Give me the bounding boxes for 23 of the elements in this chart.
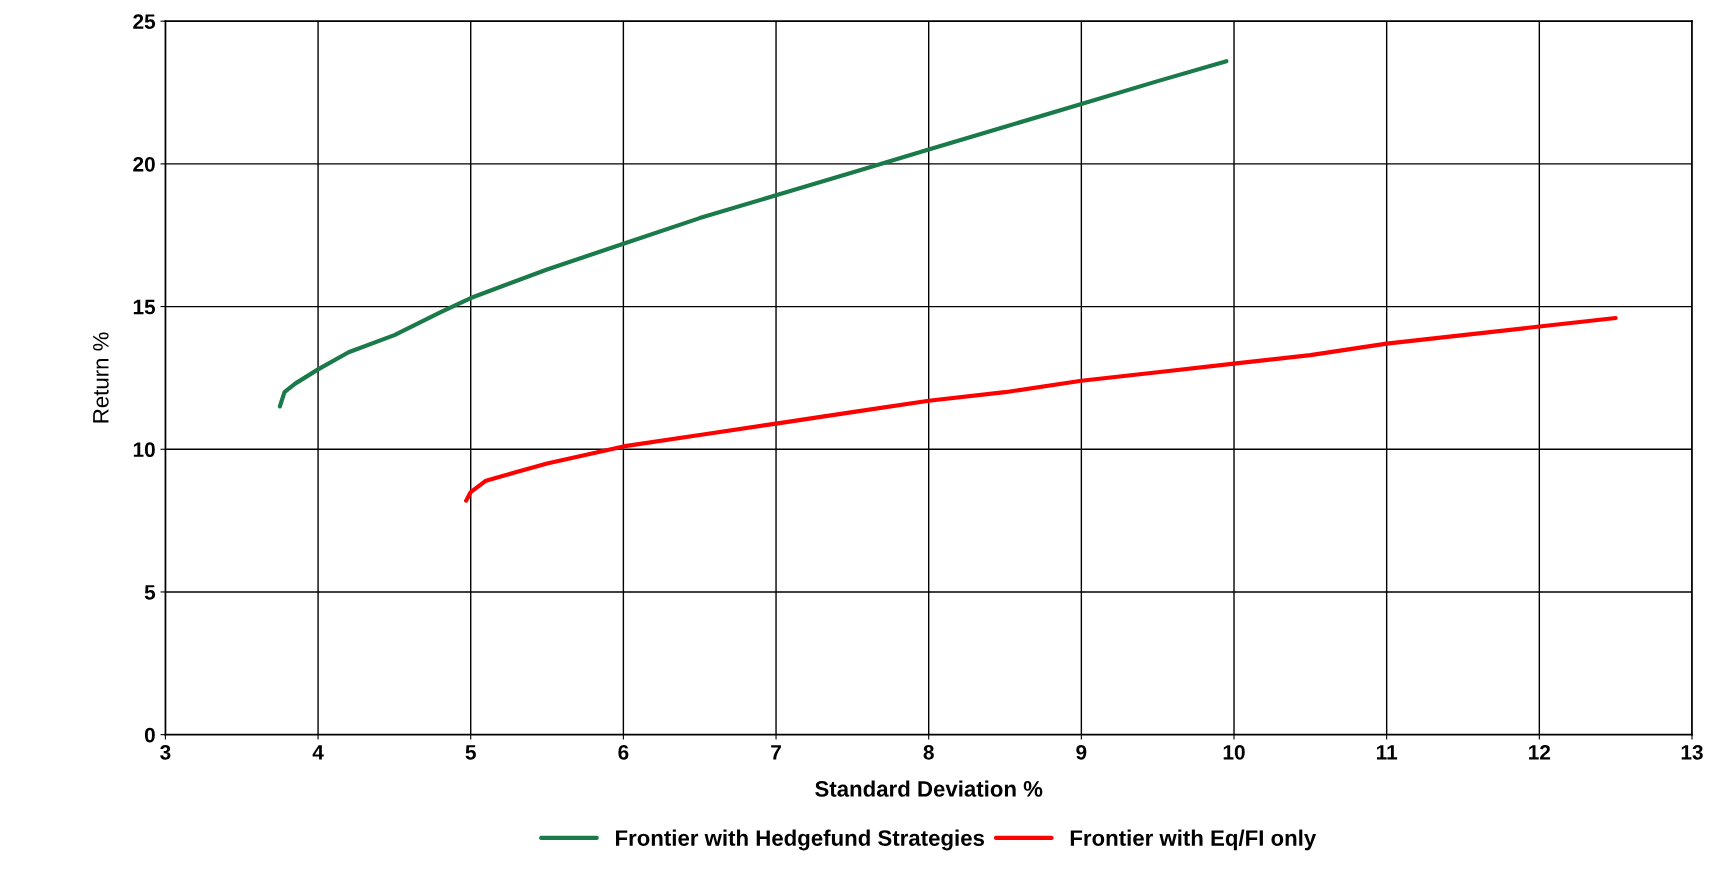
y-tick-label: 20 <box>133 156 155 172</box>
x-tick-label: 9 <box>1076 744 1087 760</box>
legend-label: Frontier with Hedgefund Strategies <box>615 829 984 851</box>
x-tick-label: 10 <box>1223 744 1245 760</box>
x-axis-title: Standard Deviation % <box>815 780 1043 797</box>
line-series <box>277 59 1229 409</box>
x-tick-label: 11 <box>1376 745 1398 760</box>
y-tick-label: 15 <box>133 299 156 315</box>
x-tick-label: 7 <box>771 745 781 760</box>
legend-label: Frontier with Eq/FI only <box>1070 829 1317 851</box>
y-tick-label: 0 <box>144 727 155 743</box>
y-tick-label: 10 <box>133 442 155 458</box>
x-tick-label: 6 <box>618 744 629 760</box>
x-tick-label: 13 <box>1681 744 1703 760</box>
y-tick-label: 5 <box>144 585 156 600</box>
x-tick-label: 4 <box>312 745 324 760</box>
y-axis-title: Return % <box>93 332 109 423</box>
x-tick-label: 12 <box>1529 744 1551 760</box>
x-tick-label: 5 <box>465 745 476 760</box>
x-tick-label: 3 <box>160 744 171 760</box>
y-tick-label: 25 <box>133 14 156 29</box>
x-tick-label: 8 <box>923 744 934 760</box>
line-series <box>464 315 1618 503</box>
